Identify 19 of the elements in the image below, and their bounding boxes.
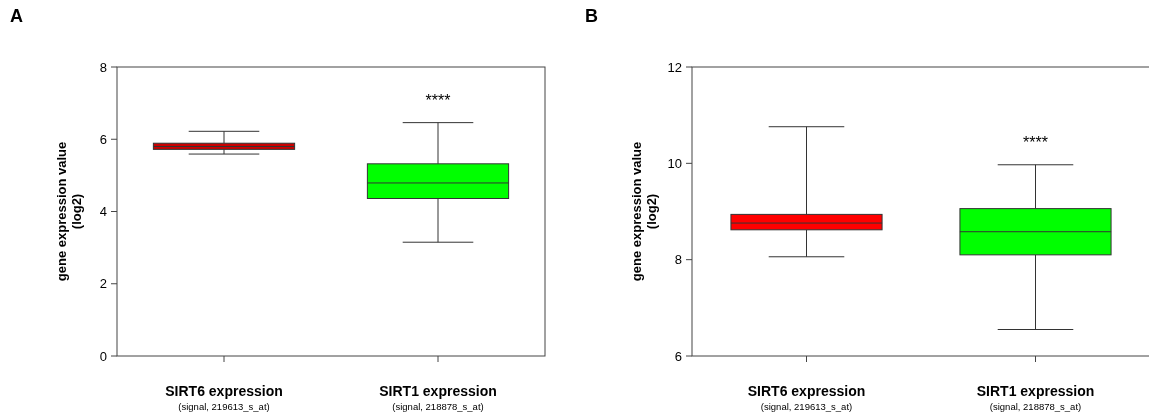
y-tick-label: 4 bbox=[99, 204, 107, 220]
y-tick-label: 0 bbox=[99, 348, 107, 364]
x-tick-label: SIRT1 expression (signal, 218878_s_at) bbox=[379, 383, 497, 412]
annotation: **** bbox=[1023, 134, 1048, 152]
x-tick-label: SIRT6 expression (signal, 219613_s_at) bbox=[165, 383, 283, 412]
chart-title: B bbox=[585, 6, 598, 26]
y-tick-label: 8 bbox=[99, 59, 107, 75]
y-tick-label: 6 bbox=[674, 348, 682, 364]
chart-title: A bbox=[10, 6, 23, 26]
y-tick-label: 6 bbox=[99, 131, 107, 147]
annotation: **** bbox=[425, 92, 451, 110]
y-axis-title: gene expression value (log2) bbox=[629, 141, 659, 282]
y-axis-title: gene expression value (log2) bbox=[54, 141, 84, 282]
y-tick-label: 2 bbox=[99, 276, 107, 292]
y-tick-label: 12 bbox=[667, 59, 682, 75]
x-tick-label: SIRT6 expression (signal, 219613_s_at) bbox=[747, 383, 866, 412]
y-tick-label: 10 bbox=[667, 155, 682, 171]
x-tick-label: SIRT1 expression (signal, 218878_s_at) bbox=[976, 383, 1095, 412]
y-tick-label: 8 bbox=[674, 252, 682, 268]
